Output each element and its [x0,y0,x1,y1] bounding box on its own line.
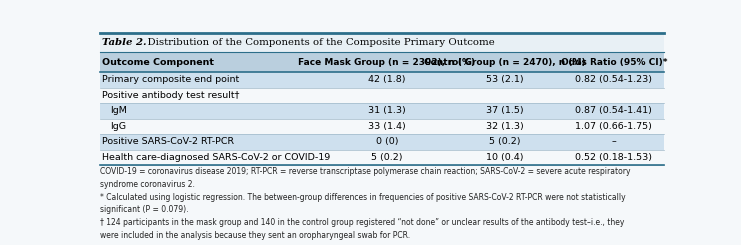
Text: 5 (0.2): 5 (0.2) [489,137,520,146]
Text: 53 (2.1): 53 (2.1) [486,75,523,85]
Text: COVID-19 = coronavirus disease 2019; RT-PCR = reverse transcriptase polymerase c: COVID-19 = coronavirus disease 2019; RT-… [99,167,630,176]
Text: 0.82 (0.54-1.23): 0.82 (0.54-1.23) [575,75,652,85]
Text: 0 (0): 0 (0) [376,137,398,146]
Text: 10 (0.4): 10 (0.4) [486,153,523,162]
Text: 31 (1.3): 31 (1.3) [368,106,406,115]
Text: Primary composite end point: Primary composite end point [102,75,239,85]
Text: 5 (0.2): 5 (0.2) [371,153,402,162]
Text: IgG: IgG [110,122,126,131]
Text: –: – [611,137,617,146]
FancyBboxPatch shape [99,134,664,149]
Text: 0.87 (0.54-1.41): 0.87 (0.54-1.41) [575,106,652,115]
FancyBboxPatch shape [99,103,664,119]
Text: 42 (1.8): 42 (1.8) [368,75,405,85]
Text: Health care-diagnosed SARS-CoV-2 or COVID-19: Health care-diagnosed SARS-CoV-2 or COVI… [102,153,330,162]
Text: Face Mask Group (n = 2392), n (%): Face Mask Group (n = 2392), n (%) [299,58,476,67]
Text: † 124 participants in the mask group and 140 in the control group registered “no: † 124 participants in the mask group and… [99,218,624,227]
Text: Control Group (n = 2470), n (%): Control Group (n = 2470), n (%) [424,58,585,67]
Text: 37 (1.5): 37 (1.5) [486,106,523,115]
Text: Odds Ratio (95% CI)*: Odds Ratio (95% CI)* [560,58,667,67]
FancyBboxPatch shape [99,33,664,52]
FancyBboxPatch shape [99,72,664,88]
Text: syndrome coronavirus 2.: syndrome coronavirus 2. [99,180,194,189]
Text: 33 (1.4): 33 (1.4) [368,122,406,131]
Text: IgM: IgM [110,106,127,115]
Text: Distribution of the Components of the Composite Primary Outcome: Distribution of the Components of the Co… [141,38,494,47]
Text: 0.52 (0.18-1.53): 0.52 (0.18-1.53) [575,153,652,162]
Text: 1.07 (0.66-1.75): 1.07 (0.66-1.75) [575,122,652,131]
Text: Table 2.: Table 2. [102,38,147,47]
Text: Positive SARS-CoV-2 RT-PCR: Positive SARS-CoV-2 RT-PCR [102,137,234,146]
Text: * Calculated using logistic regression. The between-group differences in frequen: * Calculated using logistic regression. … [99,193,625,202]
Text: significant (P = 0.079).: significant (P = 0.079). [99,205,188,214]
Text: 32 (1.3): 32 (1.3) [486,122,524,131]
FancyBboxPatch shape [99,52,664,72]
Text: Positive antibody test result†: Positive antibody test result† [102,91,239,100]
Text: Outcome Component: Outcome Component [102,58,214,67]
Text: were included in the analysis because they sent an oropharyngeal swab for PCR.: were included in the analysis because th… [99,231,410,240]
